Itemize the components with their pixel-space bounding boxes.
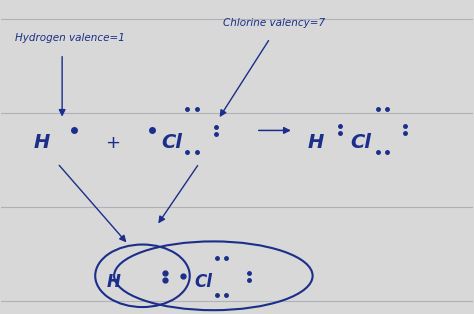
Text: H: H xyxy=(34,133,50,152)
Text: Hydrogen valence=1: Hydrogen valence=1 xyxy=(15,33,125,43)
Text: Cl: Cl xyxy=(161,133,182,152)
Text: Chlorine valency=7: Chlorine valency=7 xyxy=(223,18,325,28)
Text: Cl: Cl xyxy=(350,133,371,152)
Text: Cl: Cl xyxy=(194,273,212,291)
Text: H: H xyxy=(107,273,121,291)
Text: +: + xyxy=(105,134,119,152)
Text: H: H xyxy=(308,133,324,152)
